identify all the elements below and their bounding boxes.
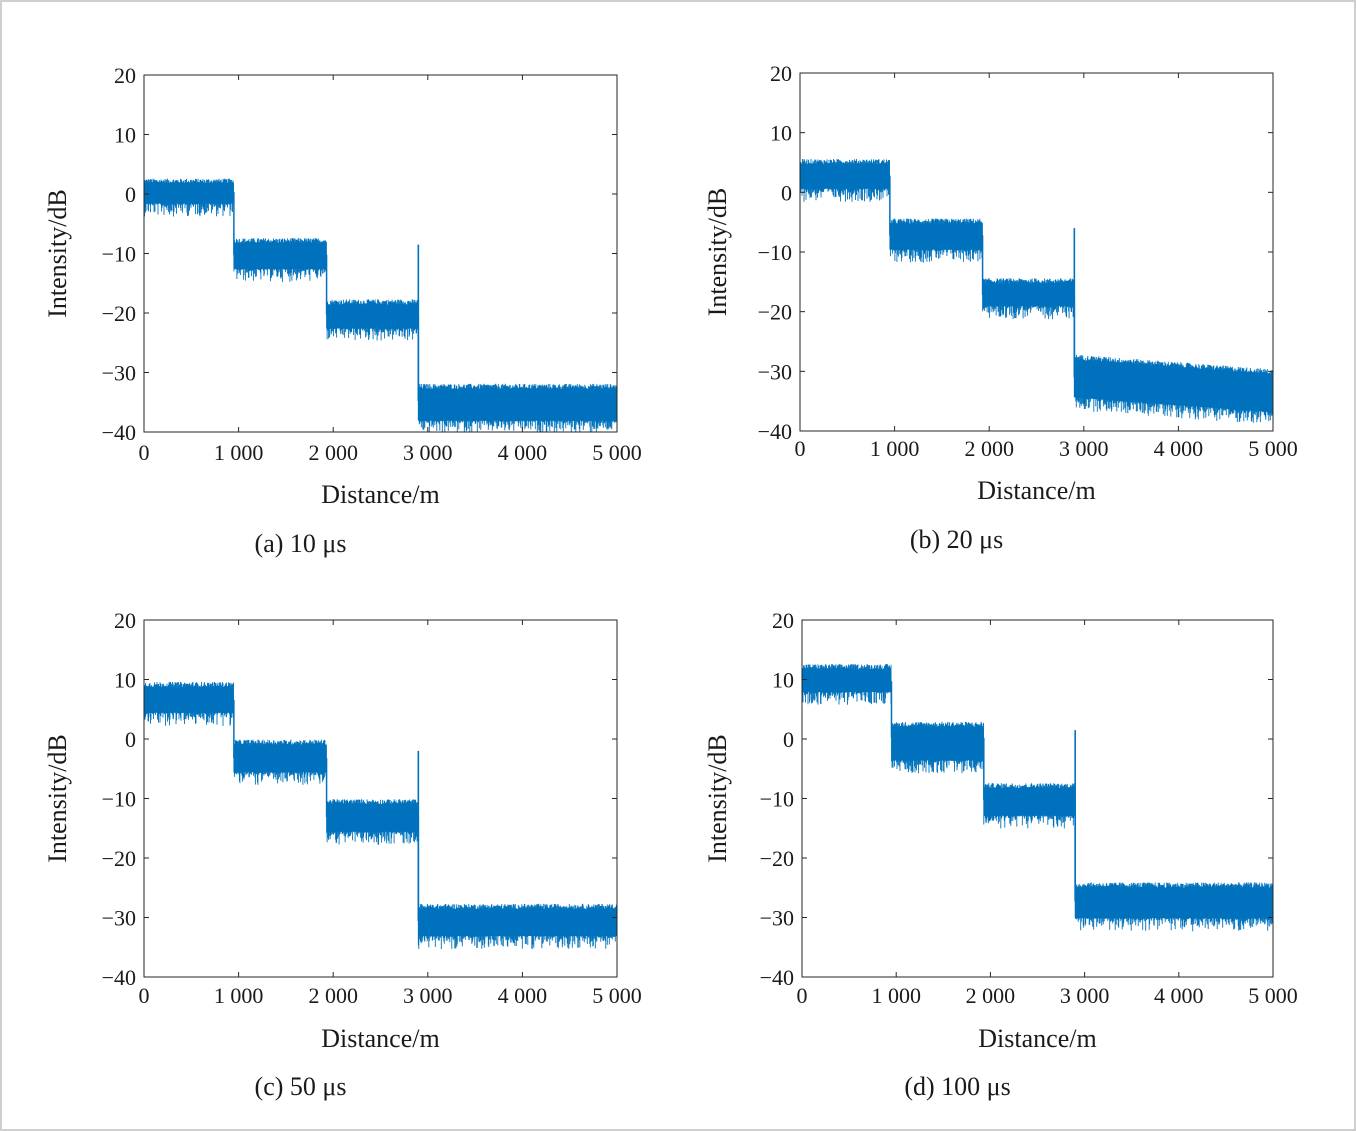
y-tick-label: −10 — [758, 240, 792, 265]
x-tick-label: 1 000 — [870, 436, 920, 461]
x-tick-label: 5 000 — [592, 440, 642, 465]
x-tick-label: 4 000 — [498, 440, 548, 465]
trace-core-2 — [233, 748, 327, 768]
trace-core-4 — [1074, 366, 1273, 403]
signal-trace — [144, 681, 617, 949]
y-tick-label: 10 — [114, 668, 136, 693]
trace-core-1 — [802, 671, 892, 691]
axes-box — [143, 74, 618, 433]
y-tick-label: −40 — [758, 419, 792, 444]
x-tick-label: 5 000 — [1248, 983, 1298, 1008]
signal-trace — [802, 664, 1273, 932]
y-tick-label: 0 — [783, 727, 794, 752]
y-tick-label: −30 — [102, 361, 136, 386]
y-tick-label: 0 — [125, 727, 136, 752]
x-axis-title: Distance/m — [977, 476, 1095, 505]
y-tick-label: −40 — [102, 965, 136, 990]
trace-core-4 — [418, 391, 617, 411]
x-tick-label: 3 000 — [1059, 436, 1109, 461]
chart-panel-b: 0 1 000 2 000 3 000 4 000 5 000 20 10 0 −10 −20 −30… — [703, 58, 1298, 554]
y-tick-label: −10 — [102, 787, 136, 812]
y-tick-label: −40 — [760, 965, 794, 990]
x-tick-label: 4 000 — [1154, 983, 1204, 1008]
y-tick-label: −30 — [760, 906, 794, 931]
x-axis-title: Distance/m — [321, 480, 439, 509]
x-tick-label: 3 000 — [403, 983, 453, 1008]
signal-trace — [800, 159, 1273, 423]
trace-core-1 — [144, 182, 234, 202]
signal-trace — [144, 178, 617, 432]
y-tick-label: −20 — [102, 301, 136, 326]
panel-caption: (c) 50 μs — [255, 1072, 347, 1101]
panel-caption: (d) 100 μs — [904, 1072, 1010, 1101]
x-tick-label: 5 000 — [592, 983, 642, 1008]
chart-panel-a: 0 1 000 2 000 3 000 4 000 5 000 20 10 0 −10 −20 −30… — [43, 63, 642, 558]
y-tick-label: −20 — [760, 846, 794, 871]
y-tick-label: −20 — [102, 846, 136, 871]
chart-panel-d: 0 1 000 2 000 3 000 4 000 5 000 20 10 0 −10 −20 −30… — [703, 608, 1298, 1101]
x-tick-label: 2 000 — [308, 440, 358, 465]
x-tick-label: 2 000 — [964, 436, 1014, 461]
y-tick-label: −10 — [760, 787, 794, 812]
trace-core-1 — [800, 166, 890, 186]
y-tick-label: 20 — [114, 608, 136, 633]
trace-core-4 — [418, 911, 617, 931]
y-tick-label: 20 — [772, 608, 794, 633]
panel-caption: (a) 10 μs — [255, 529, 347, 558]
y-axis-title: Intensity/dB — [703, 734, 732, 863]
x-tick-label: 2 000 — [308, 983, 358, 1008]
y-tick-label: −30 — [102, 906, 136, 931]
panel-caption: (b) 20 μs — [910, 525, 1003, 554]
y-tick-label: 10 — [770, 121, 792, 146]
x-tick-label: 3 000 — [403, 440, 453, 465]
x-tick-label: 0 — [139, 983, 150, 1008]
trace-core-3 — [982, 285, 1075, 305]
x-tick-label: 0 — [795, 436, 806, 461]
x-tick-label: 1 000 — [214, 440, 264, 465]
label-clip-mask — [793, 58, 799, 441]
x-tick-label: 2 000 — [966, 983, 1016, 1008]
y-tick-label: −10 — [102, 242, 136, 267]
x-tick-label: 0 — [797, 983, 808, 1008]
trace-core-2 — [889, 225, 983, 245]
y-tick-label: −20 — [758, 300, 792, 325]
chart-panel-c: 0 1 000 2 000 3 000 4 000 5 000 20 10 0 −10 −20 −30… — [43, 608, 642, 1101]
x-axis-title: Distance/m — [978, 1024, 1096, 1053]
x-tick-label: 5 000 — [1248, 436, 1298, 461]
y-tick-label: −40 — [102, 420, 136, 445]
y-tick-label: 10 — [114, 123, 136, 148]
x-tick-label: 4 000 — [1154, 436, 1204, 461]
x-tick-label: 3 000 — [1060, 983, 1110, 1008]
trace-core-1 — [144, 690, 234, 710]
y-tick-label: 20 — [770, 61, 792, 86]
trace-core-3 — [983, 790, 1076, 810]
trace-core-3 — [326, 807, 419, 827]
y-tick-label: 0 — [125, 182, 136, 207]
x-tick-label: 0 — [139, 440, 150, 465]
x-tick-label: 1 000 — [871, 983, 921, 1008]
x-axis-title: Distance/m — [321, 1024, 439, 1053]
trace-core-2 — [233, 245, 327, 265]
trace-core-4 — [1075, 891, 1273, 911]
trace-core-2 — [891, 728, 984, 748]
y-tick-label: 20 — [114, 63, 136, 88]
x-tick-label: 1 000 — [214, 983, 264, 1008]
y-tick-label: 0 — [781, 180, 792, 205]
y-axis-title: Intensity/dB — [43, 189, 72, 318]
y-tick-label: −30 — [758, 359, 792, 384]
x-tick-label: 4 000 — [498, 983, 548, 1008]
y-tick-label: 10 — [772, 668, 794, 693]
y-axis-title: Intensity/dB — [43, 734, 72, 863]
y-axis-title: Intensity/dB — [703, 188, 732, 317]
trace-core-3 — [326, 305, 419, 325]
